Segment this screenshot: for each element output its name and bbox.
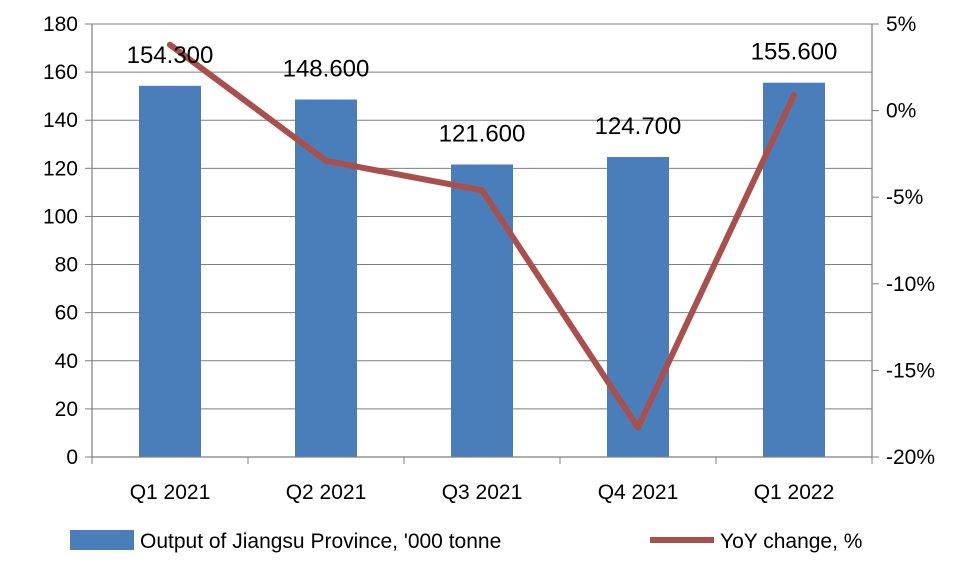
legend: Output of Jiangsu Province, '000 tonne Yo… (70, 530, 862, 553)
right-tick-label: -5% (886, 186, 923, 209)
left-tick-label: 100 (43, 205, 78, 228)
line-layer (167, 41, 797, 431)
x-tick-label: Q1 2022 (754, 481, 835, 504)
left-tick-label: 160 (43, 61, 78, 84)
left-tick-label: 0 (66, 446, 78, 469)
left-tick-label: 20 (55, 398, 78, 421)
bar (295, 99, 357, 457)
right-tick-label: -20% (886, 446, 935, 469)
left-tick-label: 60 (55, 302, 78, 325)
x-tick-label: Q3 2021 (442, 481, 523, 504)
x-tick-label: Q2 2021 (286, 481, 367, 504)
x-tick-label: Q4 2021 (598, 481, 679, 504)
yoy-point (479, 187, 485, 194)
left-tick-label: 40 (55, 350, 78, 373)
bar (139, 85, 201, 457)
bar-data-label: 124.700 (595, 113, 682, 140)
left-tick-label: 180 (43, 13, 78, 36)
yoy-point (635, 424, 641, 431)
bar (451, 164, 513, 458)
legend-label-bar: Output of Jiangsu Province, '000 tonne (140, 530, 501, 553)
legend-label-line: YoY change, % (720, 530, 862, 553)
left-tick-label: 140 (43, 109, 78, 132)
left-tick-label: 120 (43, 157, 78, 180)
bar-data-label: 154.300 (127, 42, 214, 69)
label-layer: 154.300 148.600 121.600 124.700 155.600 (127, 39, 838, 148)
yoy-point (791, 92, 797, 99)
bar-data-label: 121.600 (439, 120, 526, 147)
bar (607, 157, 669, 457)
bar-data-label: 155.600 (751, 39, 838, 66)
x-tick-label: Q1 2021 (130, 481, 211, 504)
right-tick-label: 5% (886, 13, 916, 36)
axis-layer: 0 20 40 60 80 100 120 140 160 180 -20% -15% -10% -5% 0… (43, 13, 935, 504)
yoy-point (323, 157, 329, 164)
yoy-point (167, 41, 173, 48)
bar-data-label: 148.600 (283, 56, 370, 83)
right-tick-label: -15% (886, 359, 935, 382)
left-tick-label: 80 (55, 254, 78, 277)
bar-layer (139, 82, 825, 458)
right-tick-label: 0% (886, 100, 916, 123)
legend-swatch-bar (70, 530, 134, 550)
right-tick-label: -10% (886, 273, 935, 296)
